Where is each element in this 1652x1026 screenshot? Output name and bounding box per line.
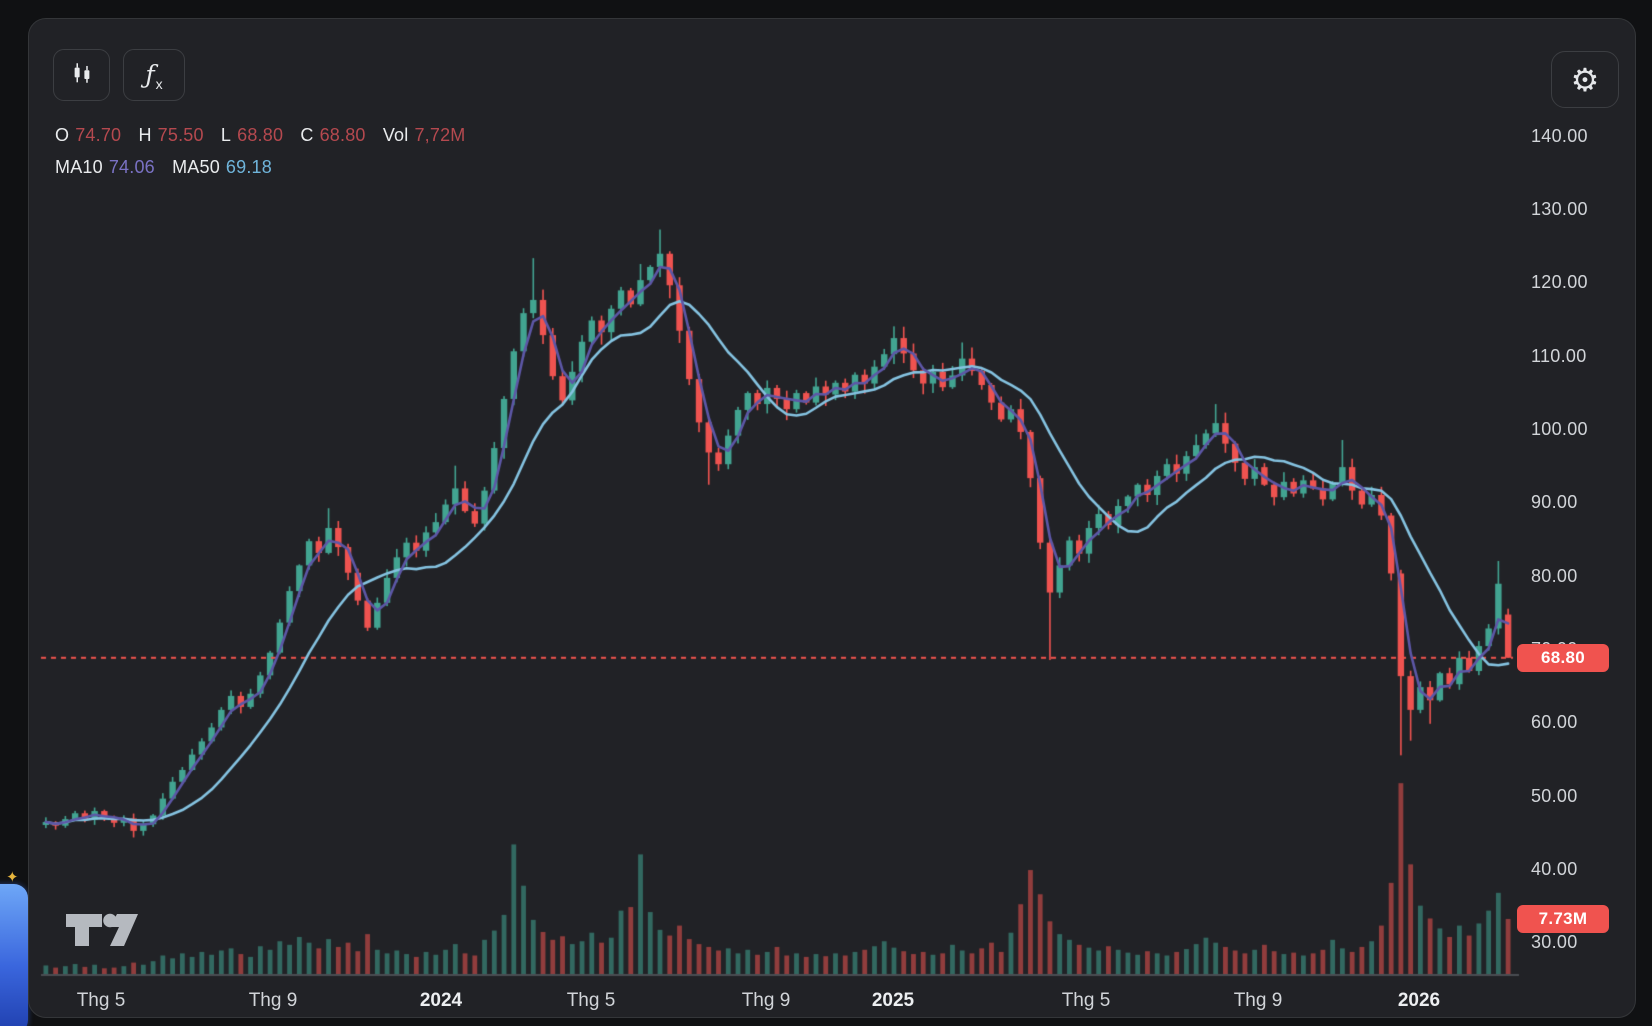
fx-icon: ƒx (145, 60, 163, 92)
x-axis-month-label: Thg 5 (76, 990, 126, 1011)
ma-legend-row: MA10 74.06 MA50 69.18 (55, 151, 477, 183)
low-value: 68.80 (237, 125, 284, 145)
gear-icon: ⚙ (1570, 61, 1600, 98)
candlestick-icon (69, 60, 95, 91)
x-axis-month-label: Thg 5 (566, 990, 616, 1011)
high-label: H (138, 125, 152, 145)
volume-value: 7,72M (414, 125, 466, 145)
ohlc-legend: O 74.70 H 75.50 L 68.80 C 68.80 Vol 7,72M MA1… (55, 119, 477, 183)
background-app-icon (0, 884, 28, 1026)
y-axis-tick: 90.00 (1531, 492, 1578, 513)
ohlc-legend-row: O 74.70 H 75.50 L 68.80 C 68.80 Vol 7,72M (55, 119, 477, 151)
y-axis-tick: 140.00 (1531, 125, 1588, 146)
high-value: 75.50 (157, 125, 204, 145)
chart-type-button[interactable] (53, 49, 110, 101)
y-axis-tick: 30.00 (1531, 932, 1578, 953)
y-axis-tick: 110.00 (1531, 345, 1587, 366)
y-axis-tick: 100.00 (1531, 419, 1588, 439)
time-scale-axis[interactable]: Thg 5 Thg 9 2024 Thg 5 Thg 9 2025 Thg 5 Thg 9 20… (29, 987, 1527, 1017)
open-label: O (55, 125, 70, 145)
price-scale-axis[interactable]: 140.00 130.00 120.00 110.00 100.00 90.00 80.00… (1527, 19, 1635, 1017)
x-axis-year-label: 2024 (419, 990, 463, 1011)
y-axis-tick: 130.00 (1531, 199, 1588, 219)
chart-panel: ƒx ⚙ O 74.70 H 75.50 L 68.80 C 68.80 Vol 7,72… (28, 18, 1636, 1018)
last-volume-badge: 7.73M (1517, 904, 1609, 933)
ma50-value: 69.18 (225, 157, 272, 177)
x-axis-year-label: 2025 (871, 990, 915, 1011)
y-axis-tick: 120.00 (1531, 272, 1588, 293)
y-axis-tick: 50.00 (1531, 785, 1578, 806)
ma10-value: 74.06 (108, 157, 155, 177)
x-axis-year-label: 2026 (1397, 990, 1441, 1011)
low-label: L (220, 125, 232, 145)
x-axis-month-label: Thg 5 (1061, 990, 1111, 1011)
volume-label: Vol (382, 125, 409, 145)
settings-button[interactable]: ⚙ (1551, 51, 1619, 108)
tradingview-logo[interactable] (65, 913, 139, 952)
x-axis-month-label: Thg 9 (1233, 990, 1283, 1011)
x-axis-month-label: Thg 9 (248, 990, 298, 1011)
sparkle-icon: ✦ (6, 869, 19, 886)
ma50-label: MA50 (172, 157, 220, 177)
y-axis-tick: 40.00 (1531, 858, 1578, 879)
price-chart-canvas[interactable] (29, 19, 1635, 1017)
ma10-label: MA10 (55, 157, 103, 177)
open-value: 74.70 (75, 125, 122, 145)
close-value: 68.80 (319, 125, 366, 145)
y-axis-tick: 60.00 (1531, 712, 1578, 733)
y-axis-tick: 80.00 (1531, 565, 1578, 586)
x-axis-month-label: Thg 9 (741, 990, 791, 1011)
close-label: C (300, 125, 314, 145)
indicators-button[interactable]: ƒx (123, 49, 185, 101)
last-price-badge: 68.80 (1517, 643, 1609, 672)
